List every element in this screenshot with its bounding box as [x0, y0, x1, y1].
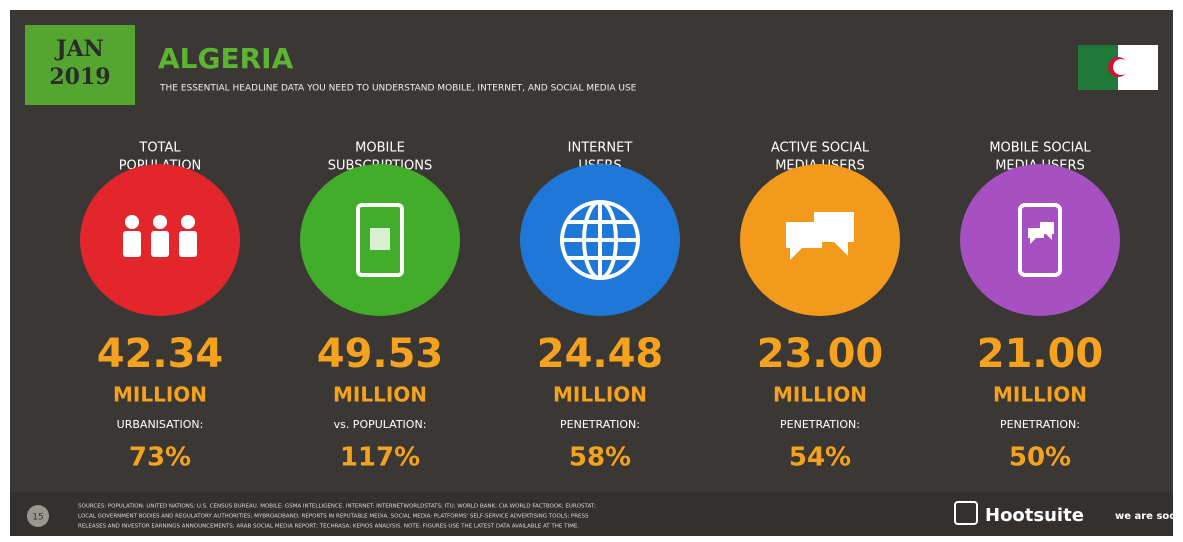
stat-label: INTERNET [568, 141, 633, 156]
stat-sub-value: 58% [569, 443, 631, 473]
stat-sub-value: 50% [1009, 443, 1071, 473]
stat-icon [1018, 203, 1062, 277]
subtitle: THE ESSENTIAL HEADLINE DATA YOU NEED TO … [159, 84, 637, 94]
title: ALGERIA [158, 42, 294, 75]
stat-icon [560, 200, 640, 280]
stat-value: 23.00 [757, 331, 884, 377]
stat-unit: MILLION [993, 383, 1087, 407]
date-badge [25, 25, 135, 105]
stat-sub-label: vs. POPULATION: [334, 418, 427, 431]
stat-sub-value: 73% [129, 443, 191, 473]
badge-month: JAN [54, 36, 104, 62]
footer-band [10, 492, 1173, 536]
stat-unit: MILLION [333, 383, 427, 407]
stat-label: MOBILE [355, 141, 405, 156]
stat-sub-label: PENETRATION: [560, 418, 640, 431]
stat-value: 21.00 [977, 331, 1104, 377]
stat-icon-circle [960, 164, 1120, 316]
stat-unit: MILLION [553, 383, 647, 407]
page-number: 15 [32, 513, 43, 523]
stat-value: 24.48 [537, 331, 664, 377]
stat-sub-label: PENETRATION: [780, 418, 860, 431]
stat-icon [786, 212, 854, 260]
flag [1078, 45, 1158, 90]
stat-icon [123, 215, 197, 257]
stat-label: ACTIVE SOCIAL [771, 141, 870, 156]
page-badge [27, 505, 49, 527]
sources: RELEASES AND INVESTOR EARNINGS ANNOUNCEM… [78, 524, 579, 530]
stat-icon [356, 203, 404, 277]
sources: SOURCES: POPULATION: UNITED NATIONS; U.S… [78, 504, 596, 510]
hootsuite-logo [954, 501, 978, 525]
stat-label: MOBILE SOCIAL [989, 141, 1091, 156]
stat-label: TOTAL [138, 141, 181, 156]
stat-value: 42.34 [97, 331, 224, 377]
stat-value: 49.53 [317, 331, 444, 377]
stat-sub-label: PENETRATION: [1000, 418, 1080, 431]
stat-unit: MILLION [113, 383, 207, 407]
brand: Hootsuite [985, 505, 1084, 526]
stat-sub-value: 117% [340, 443, 420, 473]
sources: LOCAL GOVERNMENT BODIES AND REGULATORY A… [78, 514, 589, 520]
badge-year: 2019 [49, 64, 110, 90]
brand: we are social [1115, 511, 1183, 522]
stat-sub-value: 54% [789, 443, 851, 473]
stat-sub-label: URBANISATION: [117, 418, 204, 431]
stat-unit: MILLION [773, 383, 867, 407]
